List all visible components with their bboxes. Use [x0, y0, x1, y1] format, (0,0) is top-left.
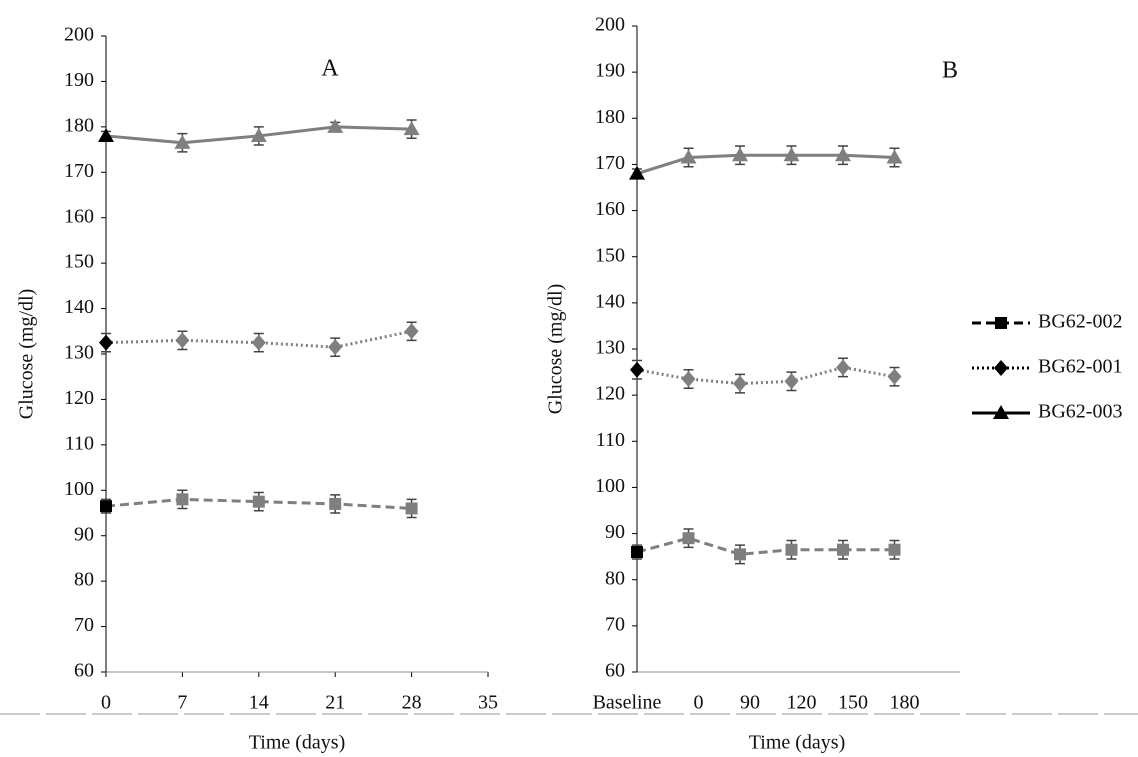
- y-tick-label: 90: [74, 523, 94, 545]
- legend-label: BG62-003: [1038, 401, 1122, 423]
- y-tick-label: 130: [64, 342, 94, 364]
- x-tick-label: 180: [890, 692, 920, 714]
- marker: [889, 544, 901, 556]
- marker: [785, 373, 799, 389]
- y-tick-label: 140: [595, 290, 625, 312]
- legend-marker: [994, 360, 1008, 376]
- marker: [328, 339, 342, 355]
- x-axis-label: Time (days): [749, 732, 845, 754]
- panel-label: B: [942, 58, 958, 84]
- y-tick-label: 80: [605, 567, 625, 589]
- x-tick-label: 14: [249, 692, 269, 714]
- marker: [734, 548, 746, 560]
- y-tick-label: 70: [605, 613, 625, 635]
- y-tick-label: 150: [595, 244, 625, 266]
- panel-label: A: [321, 56, 339, 82]
- y-tick-label: 80: [74, 569, 94, 591]
- y-tick-label: 60: [74, 660, 94, 682]
- y-tick-label: 190: [64, 69, 94, 91]
- figure: 0 7 14 21 28 35 60 70 80 90 100 110 120 130 140 150 160 1…: [0, 0, 1138, 757]
- marker: [99, 335, 113, 351]
- y-tick-label: 180: [595, 106, 625, 128]
- marker: [682, 371, 696, 387]
- marker: [252, 335, 266, 351]
- y-tick-label: 160: [595, 198, 625, 220]
- marker: [630, 362, 644, 378]
- marker: [683, 532, 695, 544]
- series-line: [637, 538, 895, 554]
- y-tick-label: 140: [64, 296, 94, 318]
- y-tick-label: 110: [65, 432, 94, 454]
- y-tick-label: 60: [605, 660, 625, 682]
- series-line: [637, 155, 895, 173]
- y-tick-label: 160: [64, 205, 94, 227]
- y-tick-label: 120: [64, 387, 94, 409]
- marker: [405, 323, 419, 339]
- y-tick-label: 200: [64, 24, 94, 46]
- marker: [631, 546, 643, 558]
- x-tick-label: 0: [101, 692, 111, 714]
- y-tick-label: 100: [64, 478, 94, 500]
- y-tick-label: 130: [595, 337, 625, 359]
- y-tick-label: 110: [596, 429, 625, 451]
- y-tick-label: 200: [595, 14, 625, 36]
- x-tick-label: 0: [694, 692, 704, 714]
- marker: [837, 544, 849, 556]
- marker: [175, 332, 189, 348]
- x-tick-label: 150: [838, 692, 868, 714]
- x-axis-label: Time (days): [249, 732, 345, 754]
- marker: [733, 376, 747, 392]
- marker: [329, 498, 341, 510]
- marker: [786, 544, 798, 556]
- legend-label: BG62-002: [1038, 311, 1122, 333]
- marker: [888, 369, 902, 385]
- marker: [406, 502, 418, 514]
- legend-label: BG62-001: [1038, 356, 1122, 378]
- x-tick-label: 21: [325, 692, 345, 714]
- marker: [253, 496, 265, 508]
- y-tick-label: 190: [595, 60, 625, 82]
- marker: [836, 359, 850, 375]
- x-tick-label: 35: [478, 692, 498, 714]
- series-line: [637, 367, 895, 383]
- y-axis-label: Glucose (mg/dl): [16, 289, 38, 420]
- y-tick-label: 70: [74, 614, 94, 636]
- x-tick-label: 90: [740, 692, 760, 714]
- y-axis-label: Glucose (mg/dl): [545, 284, 567, 415]
- x-tick-label: 7: [177, 692, 187, 714]
- legend-marker: [995, 317, 1007, 329]
- y-tick-label: 180: [64, 114, 94, 136]
- x-tick-label: Baseline: [593, 692, 662, 714]
- y-tick-label: 150: [64, 251, 94, 273]
- marker: [100, 500, 112, 512]
- x-tick-label: 120: [787, 692, 817, 714]
- y-tick-label: 100: [595, 475, 625, 497]
- x-tick-label: 28: [402, 692, 422, 714]
- marker: [176, 493, 188, 505]
- y-tick-label: 120: [595, 383, 625, 405]
- y-tick-label: 170: [595, 152, 625, 174]
- y-tick-label: 90: [605, 521, 625, 543]
- y-tick-label: 170: [64, 160, 94, 182]
